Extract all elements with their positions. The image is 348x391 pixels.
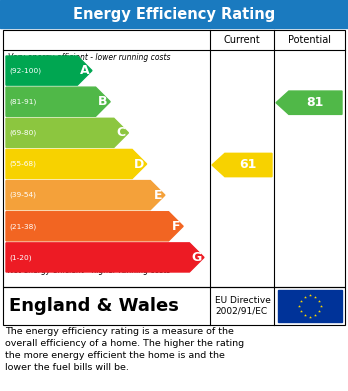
Text: G: G	[192, 251, 202, 264]
Polygon shape	[212, 153, 272, 177]
Polygon shape	[6, 87, 110, 116]
Text: (1-20): (1-20)	[9, 254, 32, 261]
Bar	[0, 0, 348, 28]
Text: C: C	[117, 126, 126, 139]
Text: (21-38): (21-38)	[9, 223, 36, 230]
Text: Very energy efficient - lower running costs: Very energy efficient - lower running co…	[8, 53, 171, 62]
Text: B: B	[98, 95, 108, 108]
Text: (39-54): (39-54)	[9, 192, 36, 198]
Bar	[3, 30, 345, 287]
Text: D: D	[134, 158, 144, 170]
Text: EU Directive
2002/91/EC: EU Directive 2002/91/EC	[215, 296, 271, 316]
Text: (55-68): (55-68)	[9, 161, 36, 167]
Text: 81: 81	[307, 96, 324, 109]
Text: The energy efficiency rating is a measure of the
overall efficiency of a home. T: The energy efficiency rating is a measur…	[5, 327, 244, 373]
Text: Current: Current	[224, 35, 260, 45]
Text: Energy Efficiency Rating: Energy Efficiency Rating	[73, 7, 275, 22]
Polygon shape	[6, 212, 183, 241]
Polygon shape	[276, 91, 342, 115]
Text: Potential: Potential	[288, 35, 331, 45]
Bar	[278, 290, 342, 322]
Text: 61: 61	[240, 158, 257, 172]
Polygon shape	[6, 56, 92, 85]
Polygon shape	[6, 118, 128, 147]
Text: A: A	[80, 64, 89, 77]
Text: (69-80): (69-80)	[9, 129, 36, 136]
Text: England & Wales: England & Wales	[9, 297, 179, 315]
Text: Not energy efficient - higher running costs: Not energy efficient - higher running co…	[8, 266, 171, 275]
Polygon shape	[6, 243, 204, 272]
Bar	[3, 287, 345, 325]
Polygon shape	[6, 181, 165, 210]
Polygon shape	[6, 149, 147, 179]
Text: E: E	[153, 188, 162, 202]
Text: (92-100): (92-100)	[9, 67, 41, 74]
Text: F: F	[172, 220, 180, 233]
Text: (81-91): (81-91)	[9, 99, 37, 105]
